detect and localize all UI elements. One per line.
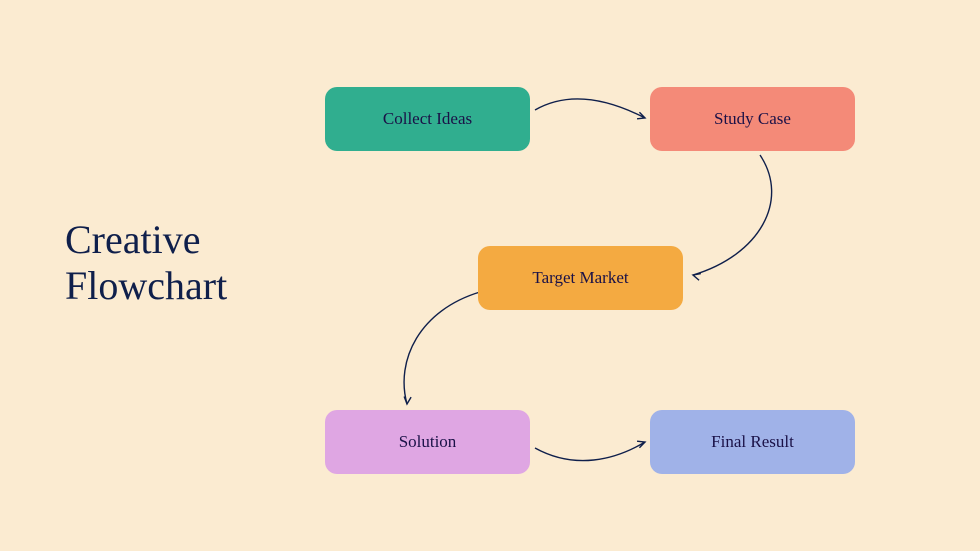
arrowhead-icon [637,112,645,119]
node-target-market: Target Market [478,246,683,310]
node-study-case: Study Case [650,87,855,151]
node-label: Collect Ideas [383,109,472,129]
node-label: Study Case [714,109,791,129]
edge-collect-ideas-to-study-case [535,99,645,118]
node-collect-ideas: Collect Ideas [325,87,530,151]
node-final-result: Final Result [650,410,855,474]
node-label: Target Market [532,268,628,288]
page-title: Creative Flowchart [65,217,227,309]
node-label: Solution [399,432,457,452]
edge-solution-to-final-result [535,442,645,461]
edge-target-market-to-solution [404,292,480,404]
arrowhead-icon [404,397,411,404]
node-label: Final Result [711,432,794,452]
arrowhead-icon [693,274,701,281]
flowchart-canvas: Creative Flowchart Collect Ideas Study Ca… [0,0,980,551]
node-solution: Solution [325,410,530,474]
arrowhead-icon [637,441,645,448]
edge-study-case-to-target-market [693,155,772,275]
